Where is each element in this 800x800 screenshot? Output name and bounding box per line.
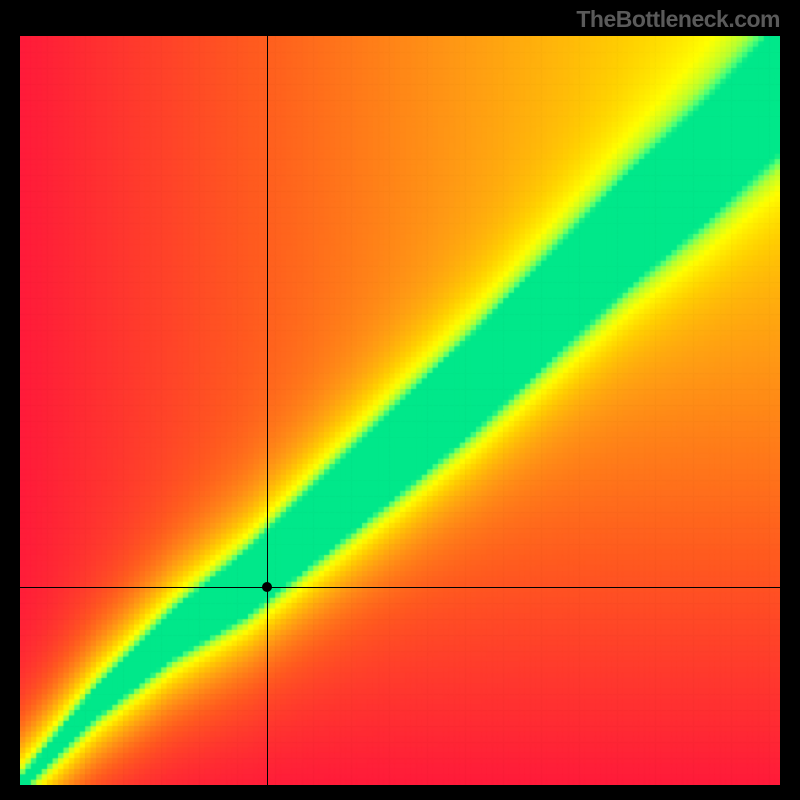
chart-container: TheBottleneck.com [0,0,800,800]
heatmap-chart [20,36,780,785]
crosshair-vertical-line [267,36,268,785]
crosshair-marker-dot [262,582,272,592]
heatmap-canvas [20,36,780,785]
watermark-text: TheBottleneck.com [576,6,780,33]
crosshair-horizontal-line [20,587,780,588]
